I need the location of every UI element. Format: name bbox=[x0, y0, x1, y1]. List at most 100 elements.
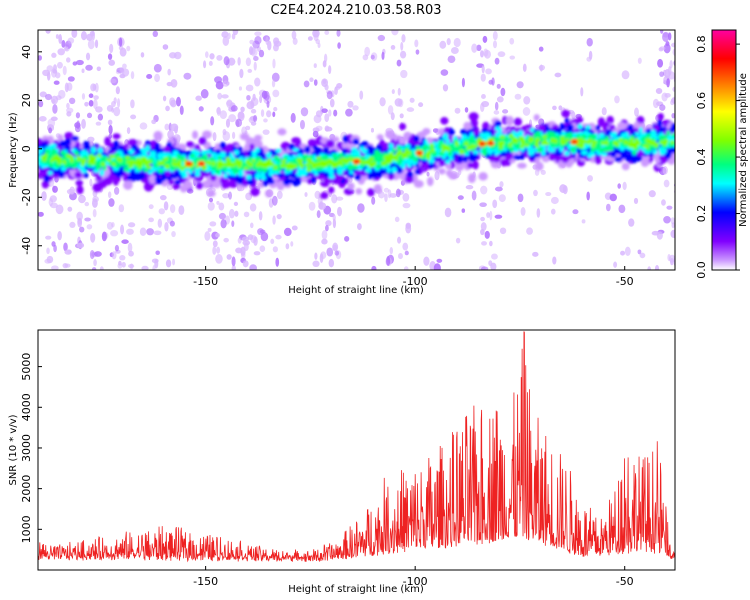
noise-speckle bbox=[67, 37, 75, 44]
noise-speckle bbox=[254, 31, 262, 37]
noise-speckle bbox=[106, 221, 114, 230]
ridge-cell bbox=[590, 147, 596, 152]
noise-speckle bbox=[464, 107, 469, 113]
ridge-cell bbox=[71, 136, 79, 142]
ridge-cell bbox=[513, 117, 523, 127]
noise-speckle bbox=[660, 30, 664, 34]
noise-speckle bbox=[89, 249, 95, 260]
ridge-cell bbox=[50, 143, 57, 149]
noise-speckle bbox=[533, 189, 538, 197]
ridge-cell bbox=[155, 175, 161, 184]
noise-speckle bbox=[69, 221, 76, 229]
noise-speckle bbox=[38, 100, 44, 108]
noise-speckle bbox=[64, 46, 69, 51]
noise-speckle bbox=[620, 250, 626, 256]
noise-speckle bbox=[84, 101, 89, 107]
noise-speckle bbox=[75, 59, 84, 66]
noise-speckle bbox=[249, 203, 257, 212]
noise-speckle bbox=[434, 170, 440, 181]
noise-speckle bbox=[164, 221, 169, 232]
noise-speckle bbox=[461, 208, 466, 213]
noise-speckle bbox=[119, 255, 126, 261]
noise-speckle bbox=[254, 77, 261, 87]
noise-speckle bbox=[212, 246, 217, 255]
noise-speckle bbox=[679, 70, 683, 78]
noise-speckle bbox=[249, 39, 255, 45]
noise-speckle bbox=[108, 59, 116, 66]
noise-speckle bbox=[107, 119, 113, 126]
ridge-cell bbox=[377, 157, 382, 162]
ridge-cell bbox=[364, 167, 372, 173]
ridge-cell bbox=[123, 180, 133, 190]
noise-speckle bbox=[450, 46, 459, 55]
noise-speckle bbox=[321, 108, 328, 114]
ridge-cell bbox=[328, 174, 335, 179]
noise-speckle bbox=[39, 91, 47, 98]
noise-speckle bbox=[178, 205, 185, 216]
ridge-cell bbox=[349, 170, 354, 175]
noise-speckle bbox=[328, 109, 332, 117]
noise-speckle bbox=[656, 231, 663, 240]
noise-speckle bbox=[378, 191, 385, 199]
noise-speckle bbox=[107, 191, 112, 199]
noise-speckle bbox=[402, 242, 409, 251]
noise-speckle bbox=[664, 68, 671, 79]
ridge-cell bbox=[657, 112, 664, 121]
noise-speckle bbox=[122, 63, 127, 69]
noise-speckle bbox=[254, 35, 262, 45]
noise-speckle bbox=[263, 90, 270, 101]
noise-speckle bbox=[586, 56, 592, 62]
ridge-cell bbox=[472, 160, 479, 170]
noise-speckle bbox=[230, 105, 238, 112]
noise-speckle bbox=[480, 222, 487, 231]
noise-speckle bbox=[494, 186, 503, 192]
noise-speckle bbox=[572, 209, 579, 215]
noise-speckle bbox=[272, 58, 276, 69]
ridge-cell bbox=[137, 173, 146, 180]
noise-speckle bbox=[304, 192, 308, 197]
noise-speckle bbox=[183, 72, 192, 80]
noise-speckle bbox=[205, 51, 209, 58]
noise-speckle bbox=[514, 93, 522, 100]
noise-speckle bbox=[118, 260, 122, 266]
noise-speckle bbox=[482, 35, 488, 43]
noise-speckle bbox=[176, 96, 181, 107]
noise-speckle bbox=[96, 66, 101, 72]
noise-speckle bbox=[121, 261, 126, 268]
noise-speckle bbox=[66, 107, 74, 114]
ridge-cell bbox=[268, 171, 273, 177]
noise-speckle bbox=[444, 207, 452, 218]
noise-speckle bbox=[476, 44, 482, 52]
noise-speckle bbox=[127, 242, 133, 253]
noise-speckle bbox=[587, 175, 593, 182]
noise-speckle bbox=[502, 109, 509, 114]
noise-speckle bbox=[253, 55, 259, 61]
noise-speckle bbox=[245, 84, 254, 92]
noise-speckle bbox=[111, 100, 116, 108]
noise-speckle bbox=[394, 216, 400, 223]
noise-speckle bbox=[387, 105, 394, 115]
noise-speckle bbox=[586, 37, 593, 47]
ridge-cell bbox=[338, 152, 344, 158]
noise-speckle bbox=[237, 237, 242, 244]
ridge-cell bbox=[233, 149, 240, 156]
ridge-cell bbox=[376, 134, 384, 141]
noise-speckle bbox=[109, 78, 117, 84]
noise-speckle bbox=[321, 238, 328, 245]
noise-speckle bbox=[399, 113, 404, 119]
noise-speckle bbox=[479, 202, 487, 208]
noise-speckle bbox=[163, 201, 169, 211]
noise-speckle bbox=[106, 105, 114, 112]
noise-speckle bbox=[621, 70, 630, 80]
ridge-cell bbox=[192, 130, 199, 140]
ridge-cell bbox=[223, 173, 228, 179]
noise-speckle bbox=[95, 106, 103, 113]
noise-speckle bbox=[66, 82, 73, 91]
noise-speckle bbox=[292, 37, 298, 45]
noise-speckle bbox=[493, 110, 500, 115]
noise-speckle bbox=[247, 234, 254, 241]
noise-speckle bbox=[496, 83, 501, 89]
noise-speckle bbox=[38, 116, 47, 122]
ridge-cell bbox=[350, 151, 356, 157]
noise-speckle bbox=[45, 30, 51, 34]
